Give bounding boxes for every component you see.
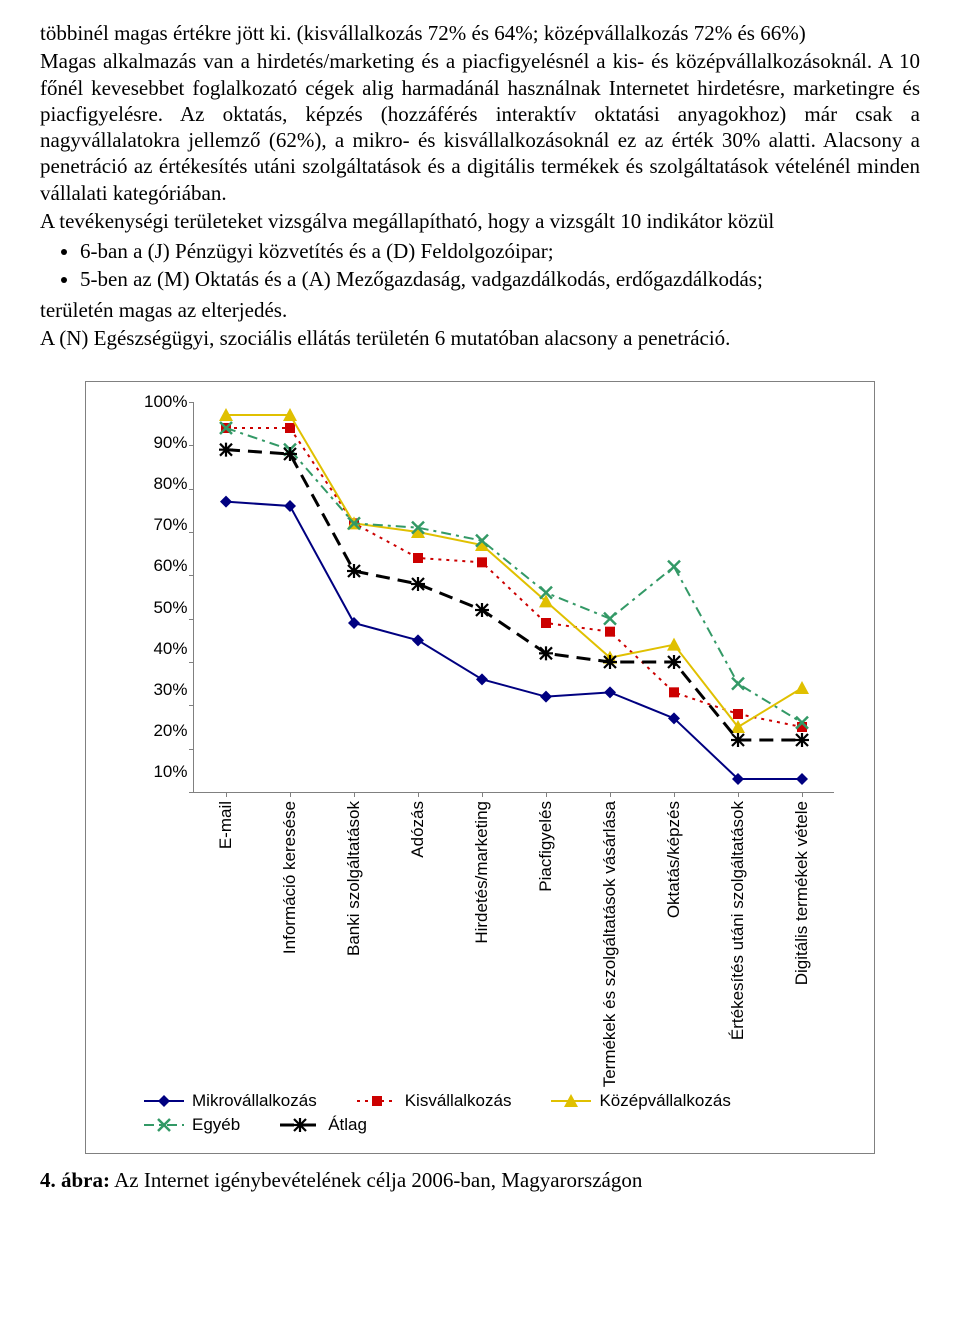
- y-tick-label: 90%: [153, 433, 187, 453]
- series-marker: [219, 443, 233, 457]
- y-tick-label: 40%: [153, 639, 187, 659]
- paragraph-1: többinél magas értékre jött ki. (kisváll…: [40, 20, 920, 46]
- series-marker: [477, 557, 487, 567]
- x-tick-label: Adózás: [408, 801, 428, 858]
- x-tick-label: Piacfigyelés: [536, 801, 556, 892]
- x-tick-label: Információ keresése: [280, 801, 300, 954]
- series-marker: [347, 564, 361, 578]
- legend-label: Kisvállalkozás: [405, 1091, 512, 1111]
- legend-item: Egyéb: [144, 1115, 240, 1135]
- series-line: [226, 450, 802, 740]
- y-tick: [189, 705, 194, 706]
- legend-label: Átlag: [328, 1115, 367, 1135]
- series-marker: [669, 687, 679, 697]
- series-marker: [667, 638, 681, 651]
- series-marker: [283, 447, 297, 461]
- series-marker: [539, 646, 553, 660]
- x-tick-label: Értékesítés utáni szolgáltatások: [728, 801, 748, 1040]
- series-marker: [603, 655, 617, 669]
- bullet-item-1: 6-ban a (J) Pénzügyi közvetítés és a (D)…: [80, 238, 920, 264]
- series-marker: [604, 613, 616, 625]
- y-tick-label: 70%: [153, 515, 187, 535]
- legend-label: Mikrovállalkozás: [192, 1091, 317, 1111]
- series-marker: [411, 577, 425, 591]
- series-marker: [285, 423, 295, 433]
- series-marker: [476, 673, 488, 685]
- y-tick: [189, 619, 194, 620]
- caption-bold: 4. ábra:: [40, 1168, 110, 1192]
- legend-swatch: [357, 1092, 397, 1110]
- legend-swatch: [144, 1092, 184, 1110]
- series-marker: [284, 500, 296, 512]
- series-marker: [604, 686, 616, 698]
- paragraph-4: területén magas az elterjedés.: [40, 297, 920, 323]
- chart-svg: [194, 402, 834, 792]
- series-marker: [540, 691, 552, 703]
- y-tick: [189, 402, 194, 403]
- x-tick-label: Oktatás/képzés: [664, 801, 684, 918]
- y-tick: [189, 575, 194, 576]
- series-marker: [220, 496, 232, 508]
- x-tick-label: Digitális termékek vétele: [792, 801, 812, 985]
- paragraph-2: Magas alkalmazás van a hirdetés/marketin…: [40, 48, 920, 206]
- series-line: [226, 428, 802, 727]
- series-marker: [475, 603, 489, 617]
- series-marker: [668, 561, 680, 573]
- x-tick-label: E-mail: [216, 801, 236, 849]
- legend-swatch: [551, 1092, 591, 1110]
- series-marker: [733, 709, 743, 719]
- caption-rest: Az Internet igénybevételének célja 2006-…: [110, 1168, 642, 1192]
- series-marker: [348, 617, 360, 629]
- series-marker: [795, 733, 809, 747]
- x-tick-label: Hirdetés/marketing: [472, 801, 492, 944]
- x-tick-label: Termékek és szolgáltatások vásárlása: [600, 801, 620, 1087]
- series-marker: [541, 618, 551, 628]
- paragraph-5: A (N) Egészségügyi, szociális ellátás te…: [40, 325, 920, 351]
- legend-item: Mikrovállalkozás: [144, 1091, 317, 1111]
- bullet-item-2: 5-ben az (M) Oktatás és a (A) Mezőgazdas…: [80, 266, 920, 292]
- legend-item: Átlag: [280, 1115, 367, 1135]
- series-marker: [796, 773, 808, 785]
- series-marker: [667, 655, 681, 669]
- y-tick-label: 50%: [153, 598, 187, 618]
- chart-container: 100% 90% 80% 70% 60% 50% 40% 30% 20% 10% E-mail In…: [85, 381, 875, 1154]
- y-tick: [189, 489, 194, 490]
- plot-wrap: 100%90%80%70%60%50%40%30%20%10%: [144, 402, 856, 793]
- legend-label: Középvállalkozás: [599, 1091, 730, 1111]
- x-tick-label: Banki szolgáltatások: [344, 801, 364, 956]
- y-tick: [189, 532, 194, 533]
- legend: Mikrovállalkozás Kisvállalkozás Középválla…: [144, 1091, 856, 1135]
- y-tick-label: 60%: [153, 556, 187, 576]
- y-tick-label: 20%: [153, 721, 187, 741]
- x-axis: E-mail Információ keresése Banki szolgálta…: [194, 793, 834, 1083]
- figure-caption: 4. ábra: Az Internet igénybevételének cé…: [40, 1168, 920, 1193]
- series-marker: [605, 627, 615, 637]
- bullet-list: 6-ban a (J) Pénzügyi közvetítés és a (D)…: [80, 238, 920, 293]
- series-marker: [413, 553, 423, 563]
- series-marker: [731, 733, 745, 747]
- y-tick: [189, 662, 194, 663]
- y-tick-label: 30%: [153, 680, 187, 700]
- series-marker: [412, 634, 424, 646]
- y-tick: [189, 445, 194, 446]
- paragraph-3: A tevékenységi területeket vizsgálva meg…: [40, 208, 920, 234]
- y-tick-label: 100%: [144, 392, 187, 412]
- legend-label: Egyéb: [192, 1115, 240, 1135]
- y-tick-label: 10%: [153, 762, 187, 782]
- series-marker: [732, 678, 744, 690]
- legend-item: Kisvállalkozás: [357, 1091, 512, 1111]
- legend-swatch: [144, 1116, 184, 1134]
- y-axis: 100%90%80%70%60%50%40%30%20%10%: [144, 402, 193, 792]
- body-text-block: többinél magas értékre jött ki. (kisváll…: [40, 20, 920, 351]
- series-line: [226, 502, 802, 779]
- page: többinél magas értékre jött ki. (kisváll…: [0, 0, 960, 1233]
- legend-swatch: [280, 1116, 320, 1134]
- plot-area: [193, 402, 834, 793]
- y-tick-label: 80%: [153, 474, 187, 494]
- y-tick: [189, 749, 194, 750]
- legend-item: Középvállalkozás: [551, 1091, 730, 1111]
- series-line: [226, 428, 802, 723]
- series-marker: [795, 681, 809, 694]
